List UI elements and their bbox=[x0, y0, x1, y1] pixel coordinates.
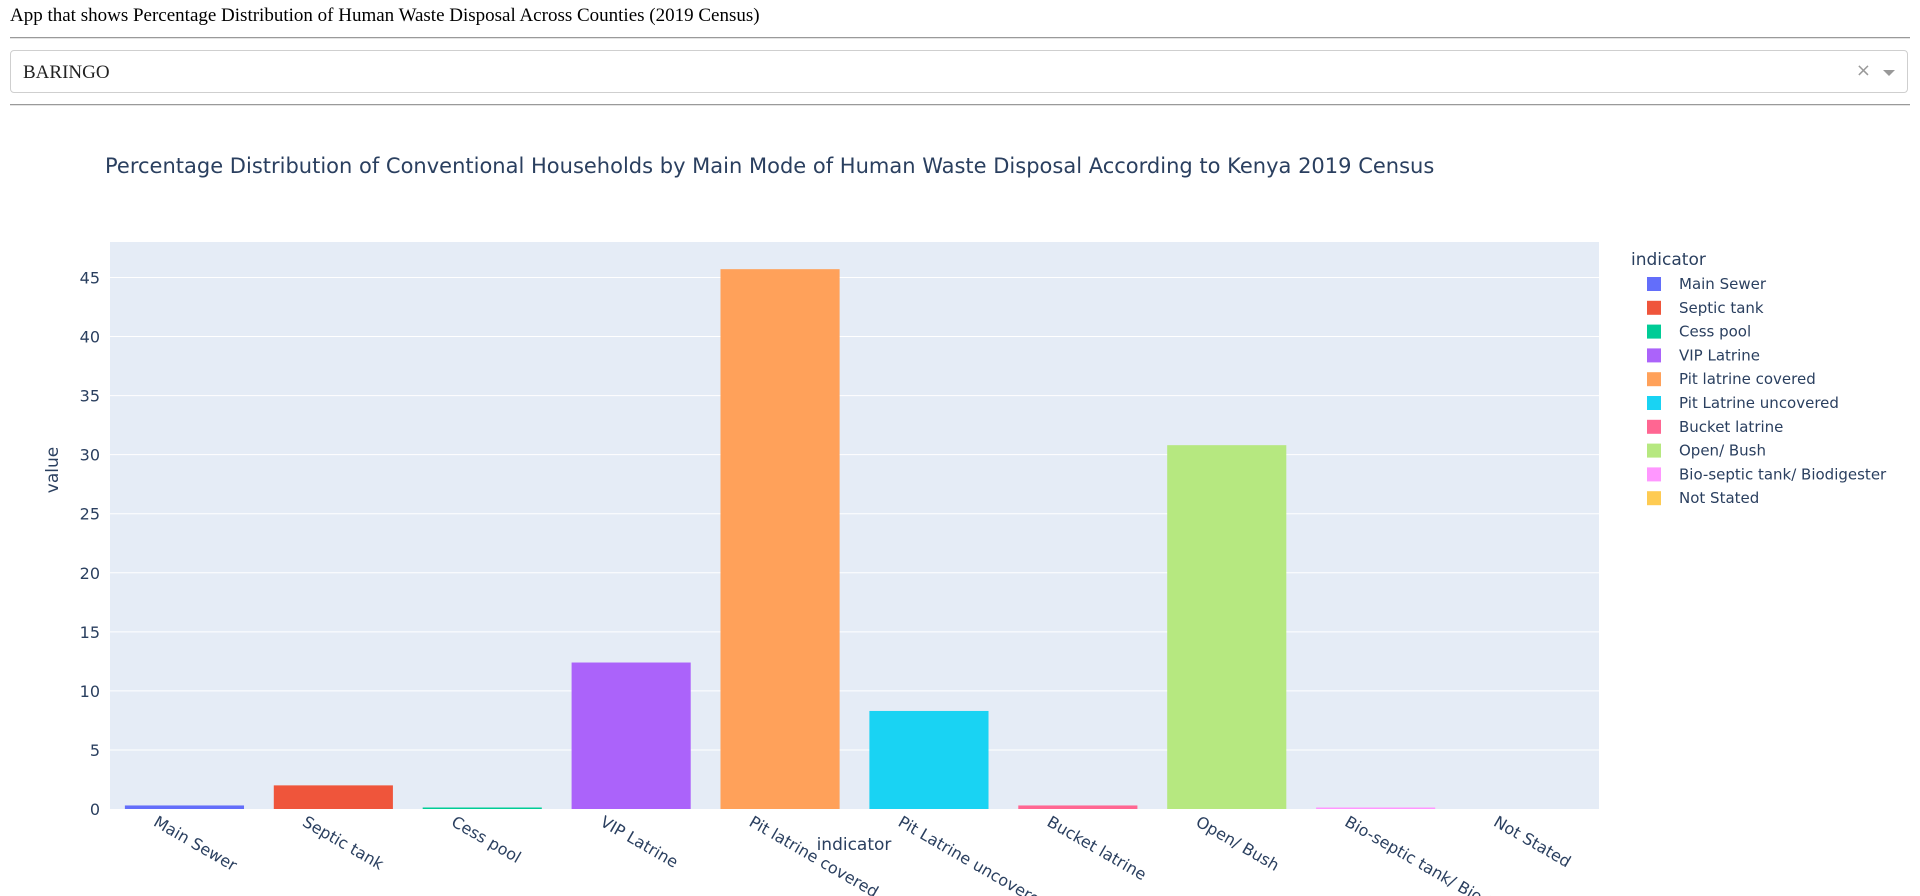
legend-swatch bbox=[1647, 467, 1661, 482]
chart-title: Percentage Distribution of Conventional … bbox=[105, 154, 1434, 178]
y-tick-label: 35 bbox=[80, 387, 100, 406]
app-title: App that shows Percentage Distribution o… bbox=[10, 5, 760, 26]
legend-item[interactable]: VIP Latrine bbox=[1679, 346, 1760, 364]
legend-item[interactable]: Pit latrine covered bbox=[1679, 370, 1816, 388]
y-tick-label: 30 bbox=[80, 446, 100, 465]
legend-title: indicator bbox=[1631, 250, 1706, 270]
plot-area bbox=[110, 242, 1599, 809]
legend-swatch bbox=[1647, 372, 1661, 387]
legend: indicator Main Sewer Septic tank Cess pool… bbox=[1631, 250, 1887, 507]
legend-item[interactable]: Main Sewer bbox=[1679, 275, 1767, 293]
legend-item[interactable]: Not Stated bbox=[1679, 489, 1759, 507]
x-tick-label: Pit Latrine uncovered bbox=[895, 812, 1052, 896]
bar[interactable] bbox=[273, 785, 393, 809]
legend-swatch bbox=[1647, 396, 1661, 410]
dropdown-selected-value: BARINGO bbox=[23, 62, 110, 83]
bar[interactable] bbox=[124, 805, 245, 809]
x-tick-label: Bucket latrine bbox=[1044, 812, 1150, 884]
x-tick-label: Main Sewer bbox=[150, 812, 240, 875]
bar-chart: Percentage Distribution of Conventional … bbox=[43, 154, 1887, 896]
x-axis-label: indicator bbox=[817, 835, 892, 855]
bar[interactable] bbox=[1167, 445, 1287, 809]
bottom-divider bbox=[10, 104, 1910, 106]
chevron-down-icon[interactable] bbox=[1883, 70, 1895, 76]
county-dropdown[interactable]: BARINGO × bbox=[10, 50, 1908, 93]
legend-swatch bbox=[1647, 348, 1661, 363]
bar[interactable] bbox=[1018, 805, 1138, 809]
x-tick-label: Open/ Bush bbox=[1193, 812, 1283, 875]
bar[interactable] bbox=[422, 807, 542, 810]
y-tick-label: 25 bbox=[80, 505, 100, 524]
y-axis-ticks: 0 5 10 15 20 25 30 35 40 45 bbox=[80, 268, 100, 819]
legend-item[interactable]: Bucket latrine bbox=[1679, 418, 1783, 436]
y-axis-label: value bbox=[43, 447, 63, 493]
x-tick-label: Septic tank bbox=[299, 812, 387, 874]
legend-item[interactable]: Bio-septic tank/ Biodigester bbox=[1679, 465, 1887, 483]
clear-icon[interactable]: × bbox=[1855, 60, 1871, 81]
x-tick-label: VIP Latrine bbox=[597, 812, 681, 872]
y-tick-label: 20 bbox=[80, 564, 100, 583]
y-tick-label: 40 bbox=[80, 328, 100, 347]
legend-item[interactable]: Cess pool bbox=[1679, 323, 1751, 341]
y-tick-label: 5 bbox=[90, 741, 100, 760]
legend-item[interactable]: Septic tank bbox=[1679, 299, 1764, 317]
legend-item[interactable]: Open/ Bush bbox=[1679, 442, 1766, 460]
bar[interactable] bbox=[869, 710, 989, 809]
top-divider bbox=[10, 37, 1910, 39]
x-tick-label: Not Stated bbox=[1491, 812, 1575, 871]
y-tick-label: 15 bbox=[80, 623, 100, 642]
legend-swatch bbox=[1647, 443, 1661, 458]
bars bbox=[124, 269, 1436, 810]
bar[interactable] bbox=[720, 269, 840, 809]
legend-swatch bbox=[1647, 419, 1661, 434]
x-tick-label: Cess pool bbox=[448, 812, 524, 867]
legend-swatch bbox=[1647, 491, 1661, 506]
legend-swatch bbox=[1647, 277, 1661, 291]
legend-swatch bbox=[1647, 300, 1661, 315]
bar[interactable] bbox=[1316, 807, 1436, 810]
y-tick-label: 10 bbox=[80, 682, 100, 701]
bar[interactable] bbox=[571, 662, 691, 809]
legend-item[interactable]: Pit Latrine uncovered bbox=[1679, 394, 1839, 412]
y-tick-label: 0 bbox=[90, 800, 100, 819]
y-tick-label: 45 bbox=[80, 268, 100, 287]
gridlines bbox=[110, 276, 1599, 751]
legend-swatch bbox=[1647, 324, 1661, 339]
